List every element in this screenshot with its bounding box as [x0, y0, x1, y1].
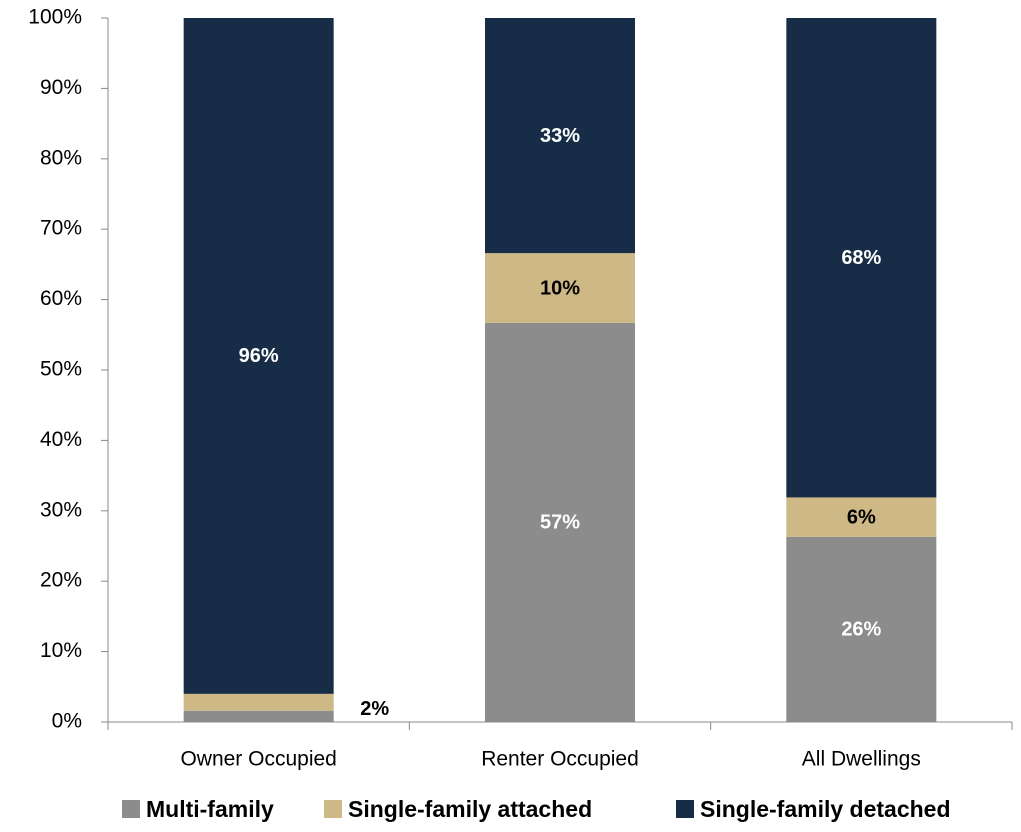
- y-tick-label: 10%: [40, 639, 82, 662]
- value-label: 6%: [847, 506, 876, 528]
- x-tick-label: All Dwellings: [802, 748, 921, 771]
- value-label: 33%: [540, 125, 580, 147]
- y-tick-label: 0%: [52, 710, 82, 733]
- legend-swatch: [324, 800, 342, 818]
- bar-segment: [183, 18, 334, 694]
- legend-label: Single-family detached: [700, 796, 951, 822]
- y-tick-label: 100%: [28, 6, 82, 29]
- y-tick-label: 40%: [40, 428, 82, 451]
- bar-segment: [183, 693, 334, 711]
- value-label: 2%: [360, 698, 389, 720]
- legend-swatch: [676, 800, 694, 818]
- y-tick-label: 60%: [40, 287, 82, 310]
- bar-segment: [485, 253, 635, 323]
- bar-segment: [786, 18, 937, 498]
- bar-segment: [485, 322, 635, 722]
- value-label: 96%: [239, 345, 279, 367]
- y-tick-label: 30%: [40, 498, 82, 521]
- bar-segment: [183, 710, 334, 722]
- y-tick-label: 90%: [40, 76, 82, 99]
- y-tick-label: 80%: [40, 146, 82, 169]
- bar-segment: [485, 18, 635, 254]
- value-label: 10%: [540, 277, 580, 299]
- legend-label: Single-family attached: [348, 796, 592, 822]
- x-tick-label: Renter Occupied: [481, 748, 639, 771]
- bar-segment: [786, 497, 937, 537]
- x-tick-label: Owner Occupied: [180, 748, 336, 771]
- legend-swatch: [122, 800, 140, 818]
- value-label: 68%: [841, 247, 881, 269]
- legend-label: Multi-family: [146, 796, 274, 822]
- bar-segment: [786, 536, 937, 722]
- y-tick-label: 20%: [40, 569, 82, 592]
- y-tick-label: 70%: [40, 217, 82, 240]
- y-tick-label: 50%: [40, 358, 82, 381]
- value-label: 26%: [841, 619, 881, 641]
- value-label: 57%: [540, 512, 580, 534]
